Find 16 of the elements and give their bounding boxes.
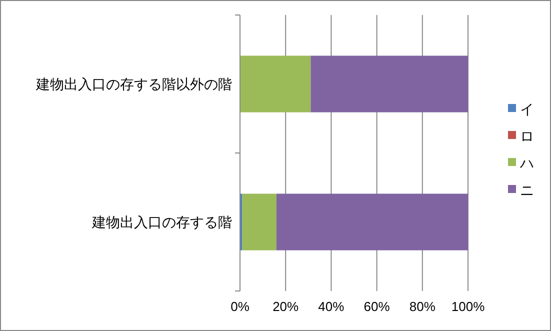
bar xyxy=(276,194,468,250)
x-tick-label: 40% xyxy=(318,299,345,314)
x-tick-label: 20% xyxy=(272,299,300,314)
legend-label: ロ xyxy=(520,128,534,144)
x-tick-label: 60% xyxy=(364,299,390,314)
legend-label: ニ xyxy=(520,182,534,198)
bar xyxy=(240,56,311,112)
legend-label: ハ xyxy=(519,154,534,171)
legend-label: イ xyxy=(520,100,534,117)
y-tick-label: 建物出入口の存する階 xyxy=(91,214,232,230)
x-tick-label: 80% xyxy=(409,299,436,314)
x-tick-label: 0% xyxy=(230,299,250,314)
bar xyxy=(242,194,276,250)
x-tick-label: 100% xyxy=(451,299,486,314)
y-tick-label: 建物出入口の存する階以外の階 xyxy=(35,76,232,92)
bar xyxy=(310,56,468,112)
